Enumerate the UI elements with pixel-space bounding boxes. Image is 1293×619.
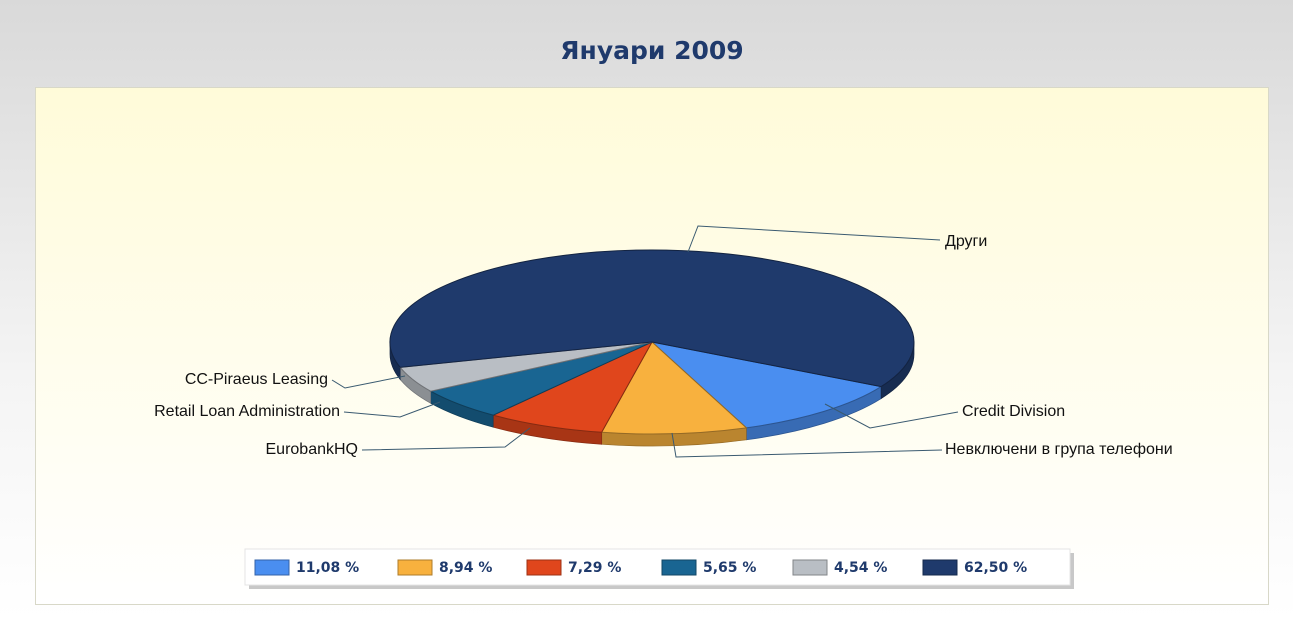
legend-swatch — [397, 559, 433, 576]
legend-label: 4,54 % — [834, 560, 887, 576]
legend-swatch — [254, 559, 290, 576]
legend-swatch — [792, 559, 828, 576]
slice-label: Retail Loan Administration — [154, 403, 340, 420]
legend-label: 11,08 % — [296, 560, 359, 576]
legend-label: 62,50 % — [964, 560, 1027, 576]
slice-label: EurobankHQ — [266, 441, 359, 458]
chart-title: Януари 2009 — [560, 36, 743, 65]
slice-label: Други — [945, 233, 987, 250]
leader-line — [343, 401, 441, 418]
pie-slice — [650, 341, 883, 429]
legend-label: 8,94 % — [439, 560, 492, 576]
leader-line — [331, 375, 406, 389]
leader-line — [361, 427, 531, 451]
leader-line — [824, 403, 959, 429]
pie-slice — [600, 341, 748, 435]
leader-line — [687, 225, 941, 253]
legend-label: 7,29 % — [568, 560, 621, 576]
leader-line — [671, 432, 943, 458]
slice-label: Невключени в група телефони — [945, 441, 1173, 458]
slice-label: CC-Piraeus Leasing — [185, 371, 328, 388]
slice-label: Credit Division — [962, 403, 1065, 420]
legend-label: 5,65 % — [703, 560, 756, 576]
legend-swatch — [661, 559, 697, 576]
pie-slice — [389, 249, 915, 388]
pie-slice — [491, 340, 654, 433]
legend-swatch — [526, 559, 562, 576]
legend-swatch — [922, 559, 958, 576]
